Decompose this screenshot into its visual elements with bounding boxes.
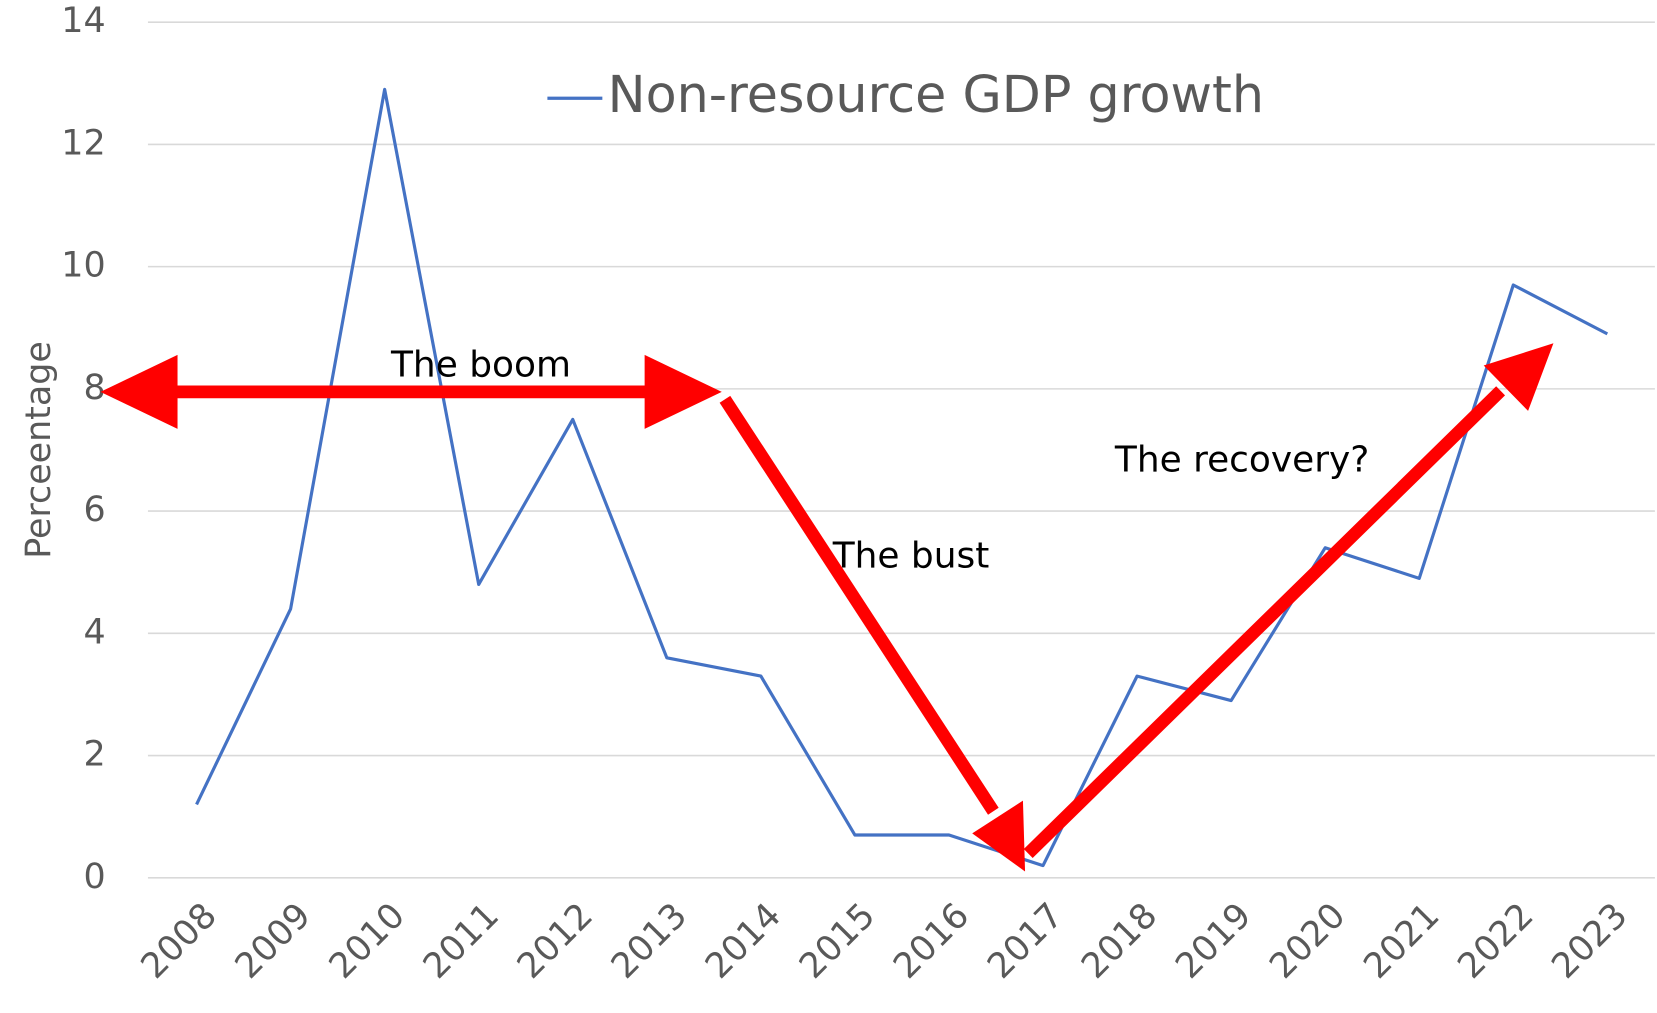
arrow-head (1483, 343, 1554, 411)
annotation: The boom (390, 345, 571, 386)
y-tick-label: 12 (61, 123, 105, 163)
x-tick-label: 2022 (1450, 896, 1541, 987)
x-tick-label: 2010 (322, 896, 413, 987)
x-tick-label: 2011 (416, 896, 507, 987)
arrow-head (972, 800, 1026, 872)
y-tick-label: 14 (61, 1, 105, 41)
recovery-arrow (1023, 386, 1506, 859)
series-line (195, 87, 1609, 868)
y-tick-label: 6 (83, 490, 105, 530)
x-tick-label: 2017 (980, 896, 1071, 987)
y-tick-label: 2 (83, 735, 105, 775)
y-tick-label: 10 (61, 246, 105, 286)
x-tick-label: 2021 (1356, 896, 1447, 987)
x-tick-label: 2019 (1168, 896, 1259, 987)
arrows (100, 343, 1554, 872)
x-tick-label: 2015 (792, 896, 883, 987)
plot (195, 87, 1609, 868)
arrow-head (100, 354, 178, 429)
bust-arrow (719, 395, 999, 815)
x-tick-label: 2012 (510, 896, 601, 987)
annotation: The bust (832, 536, 990, 577)
legend-label: Non-resource GDP growth (608, 65, 1264, 124)
x-tick-label: 2023 (1545, 896, 1636, 987)
annotation: The recovery? (1114, 440, 1369, 481)
y-axis-label: Perceentage (19, 341, 59, 559)
x-tick-label: 2009 (228, 896, 319, 987)
x-tick-label: 2013 (604, 896, 695, 987)
y-tick-label: 4 (83, 612, 105, 652)
x-tick-label: 2014 (698, 896, 789, 987)
arrow-head (644, 354, 722, 429)
x-tick-label: 2008 (134, 896, 225, 987)
y-tick-label: 0 (83, 857, 105, 897)
x-tick-label: 2020 (1262, 896, 1353, 987)
y-tick-label: 8 (83, 368, 105, 408)
x-tick-label: 2016 (886, 896, 977, 987)
x-tick-label: 2018 (1074, 896, 1165, 987)
